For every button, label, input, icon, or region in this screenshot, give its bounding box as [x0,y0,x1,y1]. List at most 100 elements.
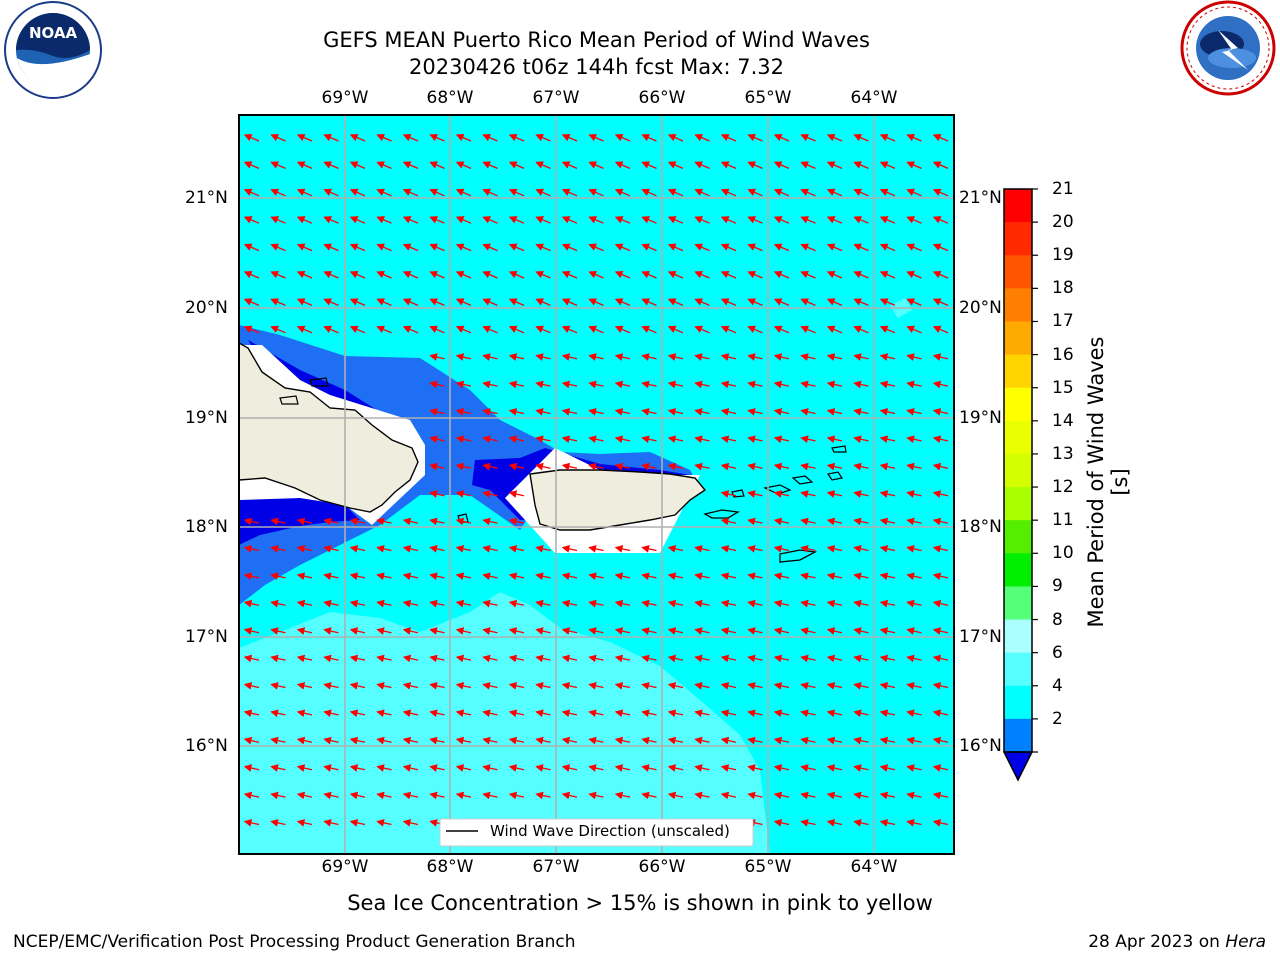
wave-direction-arrow [508,764,525,772]
colorbar-segment [1004,619,1032,654]
wave-direction-arrow [853,545,869,553]
wave-direction-arrow [614,270,631,279]
wave-direction-arrow [773,380,790,389]
wave-direction-arrow [535,682,551,690]
colorbar-tick-label: 4 [1052,675,1063,696]
wave-direction-arrow [667,654,684,663]
wave-direction-arrow [614,298,631,306]
wave-direction-arrow [561,353,578,361]
wave-direction-arrow [508,325,525,334]
wave-direction-arrow [800,517,816,526]
wave-direction-arrow [694,133,710,142]
wave-direction-arrow [323,270,339,279]
lon-label-top: 68°W [426,88,474,108]
wave-direction-arrow [508,599,525,608]
wave-direction-arrow [667,353,684,361]
wave-direction-arrow [879,654,896,663]
wave-direction-arrow [296,517,313,526]
wave-direction-arrow [614,325,631,334]
wave-direction-arrow [614,709,631,718]
wave-direction-arrow [879,764,896,772]
wave-direction-arrow [826,736,843,745]
wave-direction-arrow [641,654,657,663]
wave-direction-arrow [296,764,313,772]
lon-label-top: 65°W [744,88,792,108]
wave-direction-arrow [588,243,604,252]
wave-direction-arrow [270,572,286,581]
wave-direction-arrow [800,188,816,197]
wave-direction-arrow [402,819,419,827]
wave-direction-arrow [747,325,763,334]
map-frame [238,114,955,855]
wave-direction-arrow [826,243,843,252]
wave-direction-arrow [482,380,498,389]
wave-direction-arrow [455,682,472,690]
wave-direction-arrow [747,517,763,526]
wave-direction-arrow [376,133,392,142]
colorbar-tick-label: 9 [1052,576,1063,597]
wave-direction-arrow [376,188,392,197]
wave-direction-arrow [720,380,737,389]
wave-direction-arrow [561,462,578,471]
footer-machine: Hera [1225,932,1266,952]
colorbar-segment [1004,453,1032,488]
wave-direction-arrow [376,627,392,635]
wave-direction-arrow [402,243,419,252]
wave-direction-arrow [296,216,313,224]
wave-direction-arrow [376,216,392,224]
wave-direction-arrow [561,408,578,416]
wave-direction-arrow [243,682,260,690]
lat-label-right: 18°N [959,517,1002,537]
wave-direction-arrow [429,599,445,608]
wave-direction-arrow [455,216,472,224]
wave-direction-arrow [614,654,631,663]
wave-direction-arrow [747,435,763,444]
wave-direction-arrow [535,270,551,279]
wave-direction-arrow [588,188,604,197]
wave-direction-arrow [694,791,710,800]
wave-direction-arrow [243,298,260,306]
wave-direction-arrow [270,161,286,169]
wave-direction-arrow [508,380,525,389]
wave-direction-arrow [455,380,472,389]
wave-direction-arrow [879,627,896,635]
wave-direction-arrow [879,517,896,526]
wave-direction-arrow [932,216,949,224]
wave-direction-arrow [932,435,949,444]
wave-direction-arrow [561,764,578,772]
wave-direction-arrow [588,764,604,772]
wave-direction-arrow [588,736,604,745]
colorbar-segment [1004,420,1032,455]
wave-direction-arrow [773,133,790,142]
wave-direction-arrow [694,654,710,663]
wave-direction-arrow [561,133,578,142]
wave-direction-arrow [588,627,604,635]
wave-direction-arrow [773,682,790,690]
wave-direction-arrow [482,408,498,416]
wave-direction-arrow [667,380,684,389]
wave-direction-arrow [323,161,339,169]
wave-direction-arrow [853,216,869,224]
wave-direction-arrow [932,682,949,690]
colorbar-segment [1004,685,1032,720]
lon-label-bottom: 65°W [744,857,792,877]
wave-direction-arrow [455,270,472,279]
wave-direction-arrow [720,709,737,718]
wave-direction-arrow [588,408,604,416]
wave-direction-arrow [853,572,869,581]
wave-direction-arrow [561,545,578,553]
wave-direction-arrow [561,161,578,169]
colorbar-segment [1004,189,1032,223]
wave-direction-arrow [482,216,498,224]
wave-direction-arrow [720,408,737,416]
wave-direction-arrow [429,682,445,690]
wave-direction-arrow [747,353,763,361]
wave-direction-arrow [826,133,843,142]
wave-direction-arrow [296,654,313,663]
wave-direction-arrow [667,599,684,608]
colorbar-tick-label: 2 [1052,708,1063,729]
wave-direction-arrow [561,791,578,800]
wave-direction-arrow [270,654,286,663]
wave-direction-arrow [720,791,737,800]
wave-direction-arrow [932,353,949,361]
